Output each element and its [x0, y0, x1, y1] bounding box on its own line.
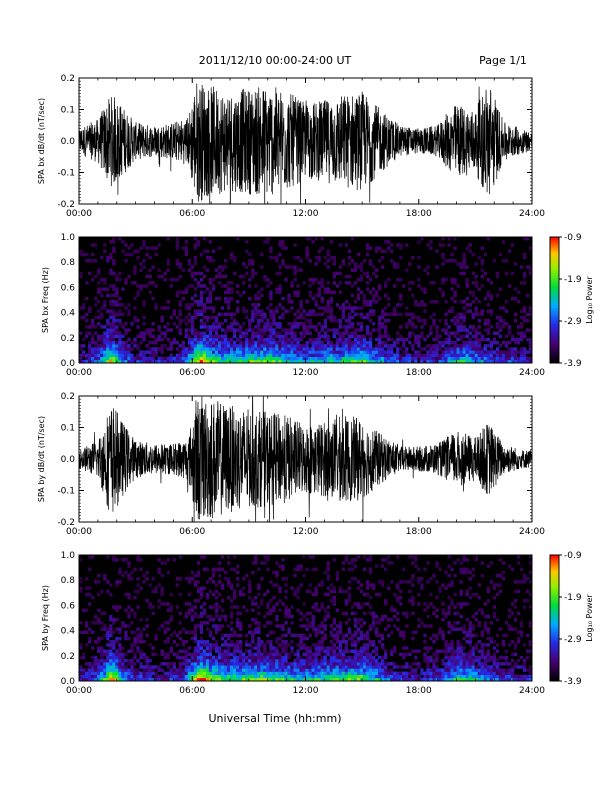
y-axis-label: SPA by Freq (Hz) [41, 585, 50, 651]
x-tick-label: 06:00 [179, 527, 205, 537]
x-tick-label: 00:00 [66, 527, 92, 537]
y-tick-label: 0.4 [61, 627, 76, 637]
y-tick-label: 0.4 [61, 309, 76, 319]
series-line [79, 396, 532, 522]
y-tick-label: 0.6 [61, 283, 76, 293]
x-tick-label: 06:00 [179, 209, 205, 219]
y-tick-label: 1.0 [61, 551, 76, 561]
y-axis-label: SPA by dB/dt (nT/sec) [37, 416, 46, 502]
colorbar-label: Log₁₀ Power [585, 594, 594, 642]
y-tick-label: -0.1 [57, 487, 75, 497]
y-tick-label: 0.2 [61, 74, 75, 84]
y-tick-label: 0.0 [61, 677, 76, 687]
colorbar-tick-label: -2.9 [564, 317, 582, 327]
colorbar-tick-label: -1.9 [564, 275, 582, 285]
x-tick-label: 24:00 [519, 527, 545, 537]
panel-by-freq: 00:00 06:00 12:00 18:00 24:00 1.0 0.8 0.6 0.4 0.2… [41, 551, 545, 696]
x-tick-label: 18:00 [406, 527, 432, 537]
y-tick-label: 0.0 [61, 137, 76, 147]
spectrogram-cells [79, 555, 532, 681]
y-tick-label: -0.2 [57, 518, 75, 528]
series-line [79, 83, 532, 204]
y-tick-label: 0.1 [61, 106, 75, 116]
x-tick-label: 12:00 [293, 686, 319, 696]
colorbar-tick-label: -1.9 [564, 593, 582, 603]
x-tick-label: 00:00 [66, 209, 92, 219]
x-tick-label: 18:00 [406, 686, 432, 696]
y-tick-label: 0.1 [61, 424, 75, 434]
colorbar-tick-label: -3.9 [564, 359, 582, 369]
y-tick-label: 1.0 [61, 233, 76, 243]
y-axis-label: SPA bx dB/dt (nT/sec) [37, 98, 46, 184]
y-tick-label: 0.0 [61, 359, 76, 369]
colorbar-by: -0.9 -1.9 -2.9 -3.9 Log₁₀ Power [549, 551, 594, 687]
x-tick-label: 00:00 [66, 686, 92, 696]
colorbar-frame [549, 554, 560, 682]
y-tick-label: 0.2 [61, 334, 75, 344]
x-tick-label: 06:00 [179, 368, 205, 378]
x-axis-title: Universal Time (hh:mm) [209, 712, 342, 725]
panel-bx-freq: 00:00 06:00 12:00 18:00 24:00 1.0 0.8 0.6 0.4 0.2… [41, 233, 545, 378]
page-title: 2011/12/10 00:00-24:00 UT [199, 54, 352, 67]
colorbar-tick-label: -2.9 [564, 635, 582, 645]
x-tick-label: 24:00 [519, 209, 545, 219]
x-tick-label: 00:00 [66, 368, 92, 378]
y-tick-label: 0.8 [61, 576, 76, 586]
y-axis-label: SPA bx Freq (Hz) [41, 267, 50, 333]
y-tick-label: -0.2 [57, 200, 75, 210]
colorbar-tick-label: -0.9 [564, 233, 582, 243]
page-number: Page 1/1 [479, 54, 527, 67]
colorbar-bx: -0.9 -1.9 -2.9 -3.9 Log₁₀ Power [549, 233, 594, 369]
y-tick-label: 0.0 [61, 455, 76, 465]
y-tick-label: 0.8 [61, 258, 76, 268]
colorbar-frame [549, 236, 560, 364]
x-tick-label: 12:00 [293, 209, 319, 219]
y-tick-label: 0.6 [61, 601, 76, 611]
x-tick-label: 18:00 [406, 209, 432, 219]
y-tick-label: 0.2 [61, 392, 75, 402]
x-tick-label: 06:00 [179, 686, 205, 696]
colorbar-tick-label: -3.9 [564, 677, 582, 687]
x-tick-label: 24:00 [519, 368, 545, 378]
x-tick-label: 12:00 [293, 527, 319, 537]
spectrogram-cells [79, 237, 532, 363]
panel-bx-dbdt: 00:00 06:00 12:00 18:00 24:00 0.2 0.1 0.0 -0.1 -0… [37, 74, 545, 219]
colorbar-label: Log₁₀ Power [585, 276, 594, 324]
x-tick-label: 18:00 [406, 368, 432, 378]
x-tick-label: 24:00 [519, 686, 545, 696]
panel-by-dbdt: 00:00 06:00 12:00 18:00 24:00 0.2 0.1 0.0 -0.1 -0… [37, 392, 545, 537]
y-tick-label: 0.2 [61, 652, 75, 662]
x-tick-label: 12:00 [293, 368, 319, 378]
y-tick-label: -0.1 [57, 169, 75, 179]
colorbar-tick-label: -0.9 [564, 551, 582, 561]
